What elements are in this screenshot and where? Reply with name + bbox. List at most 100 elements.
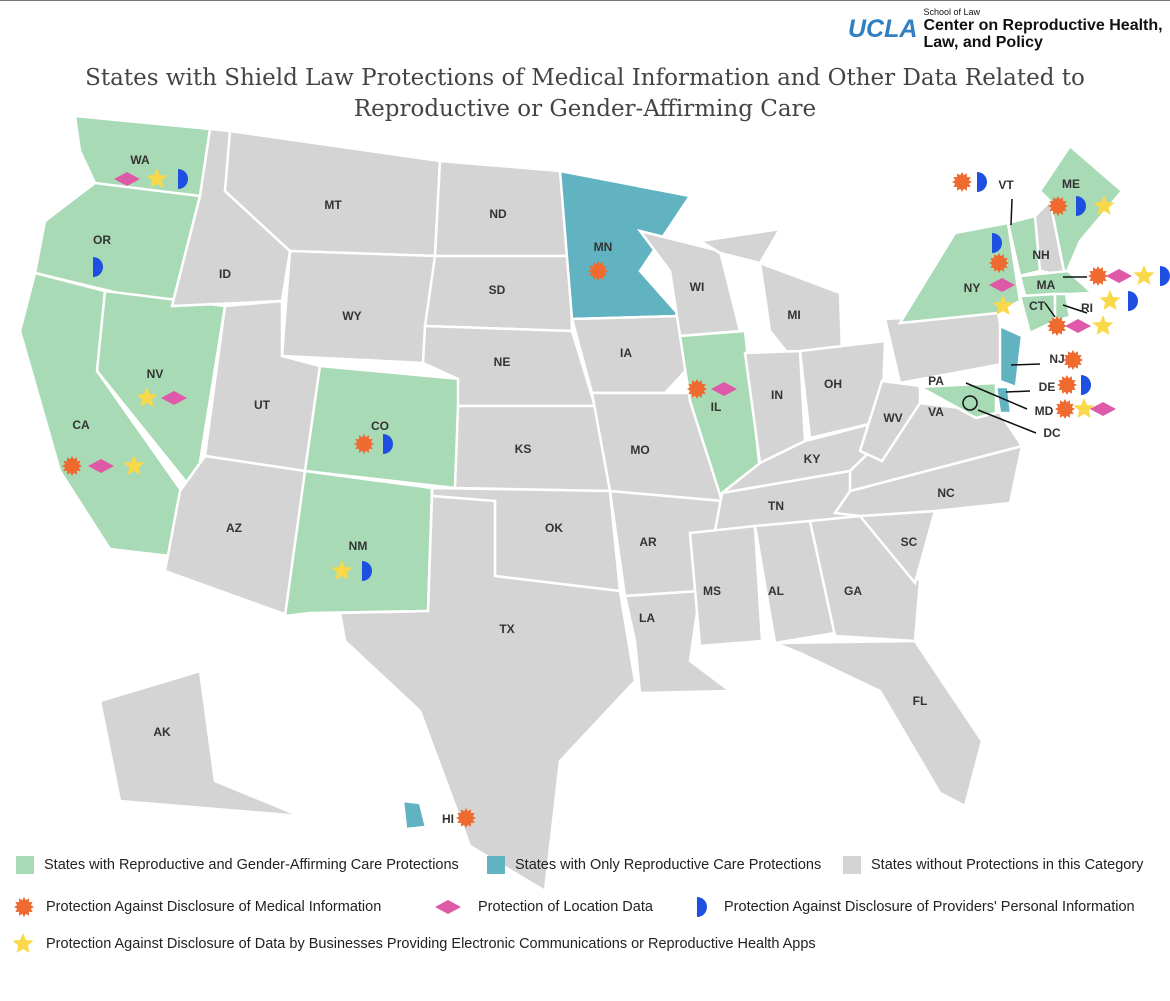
state-label-in: IN — [771, 388, 783, 402]
legend-business: Protection Against Disclosure of Data by… — [10, 931, 816, 957]
business-star-icon — [12, 933, 34, 953]
state-ks[interactable] — [453, 404, 612, 493]
business-star-icon — [1092, 315, 1114, 335]
legend-label: States without Protections in this Categ… — [871, 857, 1144, 873]
business-star-icon — [992, 295, 1014, 315]
swatch-teal-icon — [487, 856, 505, 874]
state-ma[interactable] — [1018, 269, 1096, 298]
legend-both: States with Reproductive and Gender-Affi… — [16, 856, 459, 874]
medical-burst-icon — [1063, 350, 1083, 370]
business-star-icon — [1073, 398, 1095, 418]
state-label-nc: NC — [937, 486, 955, 500]
medical-burst-icon — [1057, 375, 1077, 395]
state-label-tn: TN — [768, 499, 784, 513]
state-label-ak: AK — [153, 725, 171, 739]
state-label-nd: ND — [489, 207, 507, 221]
leader-line-vt — [1010, 198, 1013, 226]
state-label-nm: NM — [349, 539, 368, 553]
state-label-ar: AR — [639, 535, 657, 549]
dc-marker — [962, 395, 978, 411]
leader-line-nj — [1010, 363, 1041, 366]
ucla-logo: UCLA School of Law Center on Reproductiv… — [848, 7, 1163, 51]
leader-line-ct — [1044, 302, 1056, 318]
state-label-oh: OH — [824, 377, 842, 391]
swatch-green-icon — [16, 856, 34, 874]
state-nj[interactable] — [998, 324, 1024, 389]
state-label-nh: NH — [1032, 248, 1049, 262]
state-hi[interactable] — [401, 799, 428, 831]
state-de[interactable] — [994, 385, 1013, 415]
state-label-az: AZ — [226, 521, 242, 535]
location-diamond-icon — [114, 172, 140, 186]
location-diamond-icon — [1090, 402, 1116, 416]
providers-half-circle-icon — [1076, 196, 1086, 216]
state-az[interactable] — [163, 454, 307, 618]
medical-burst-icon — [687, 379, 707, 399]
legend-reproductive-only: States with Only Reproductive Care Prote… — [487, 856, 821, 874]
title-line-1: States with Shield Law Protections of Me… — [85, 65, 1085, 91]
state-wv[interactable] — [858, 379, 922, 463]
state-label-nj: NJ — [1049, 352, 1064, 366]
medical-burst-icon — [588, 261, 608, 281]
providers-half-circle-icon — [977, 172, 987, 192]
state-ia[interactable] — [570, 314, 692, 395]
leader-line-ri — [1062, 304, 1088, 314]
state-wy[interactable] — [280, 249, 437, 365]
legend-label: Protection Against Disclosure of Medical… — [46, 899, 382, 915]
state-label-sd: SD — [489, 283, 506, 297]
business-star-icon — [1099, 290, 1121, 310]
state-mn[interactable] — [558, 169, 693, 321]
location-diamond-icon — [711, 382, 737, 396]
leader-line-de — [1005, 390, 1031, 393]
providers-half-circle-icon — [1160, 266, 1170, 286]
swatch-gray-icon — [843, 856, 861, 874]
legend-label: States with Reproductive and Gender-Affi… — [44, 857, 459, 873]
medical-burst-icon — [62, 456, 82, 476]
star-icon — [12, 933, 34, 953]
state-label-or: OR — [93, 233, 111, 247]
state-label-ri: RI — [1081, 301, 1093, 315]
state-ri[interactable] — [1053, 292, 1072, 323]
medical-burst-icon — [354, 434, 374, 454]
state-label-ne: NE — [494, 355, 511, 369]
state-label-ms: MS — [703, 584, 721, 598]
state-label-sc: SC — [901, 535, 918, 549]
state-label-mi: MI — [787, 308, 800, 322]
state-label-vt: VT — [998, 178, 1014, 192]
state-label-nv: NV — [147, 367, 164, 381]
state-ak[interactable] — [98, 669, 301, 818]
state-label-ia: IA — [620, 346, 632, 360]
state-label-ct: CT — [1029, 299, 1046, 313]
state-label-ky: KY — [804, 452, 821, 466]
business-star-icon — [1093, 195, 1115, 215]
state-label-wa: WA — [130, 153, 150, 167]
state-ny[interactable] — [897, 221, 1022, 325]
legend-location: Protection of Location Data — [428, 894, 653, 920]
state-fl[interactable] — [774, 639, 984, 808]
state-ms[interactable] — [688, 524, 764, 648]
state-label-dc: DC — [1043, 426, 1061, 440]
state-label-fl: FL — [913, 694, 928, 708]
legend-label: States with Only Reproductive Care Prote… — [515, 857, 822, 873]
state-mi[interactable] — [758, 261, 844, 358]
providers-half-circle-icon — [1081, 375, 1091, 395]
state-ga[interactable] — [808, 514, 922, 643]
state-label-wv: WV — [883, 411, 902, 425]
location-diamond-icon — [1106, 269, 1132, 283]
legend-label: Protection Against Disclosure of Provide… — [724, 899, 1135, 915]
state-label-ca: CA — [72, 418, 90, 432]
leader-line-dc — [977, 409, 1037, 434]
providers-half-circle-icon — [1128, 291, 1138, 311]
state-tx[interactable] — [338, 494, 637, 894]
location-diamond-icon — [989, 278, 1015, 292]
leader-line-md — [965, 382, 1028, 410]
state-mi-upper[interactable] — [696, 227, 783, 265]
providers-half-circle-icon — [697, 897, 707, 917]
legend-none: States without Protections in this Categ… — [843, 856, 1143, 874]
state-label-la: LA — [639, 611, 655, 625]
state-label-co: CO — [371, 419, 389, 433]
logo-center-1: Center on Reproductive Health, — [923, 17, 1163, 34]
logo-school: School of Law — [923, 7, 980, 17]
title-line-2: Reproductive or Gender-Affirming Care — [353, 96, 817, 122]
